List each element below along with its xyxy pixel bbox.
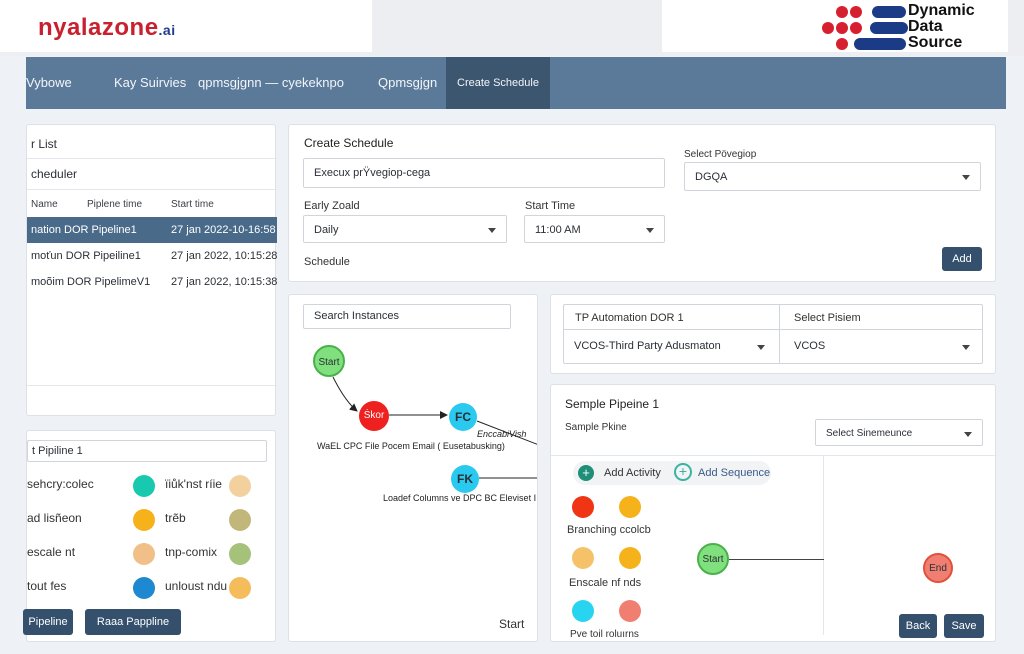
list-title: r List — [31, 137, 58, 151]
automation-select[interactable]: VCOS-Third Party Adusmaton — [564, 330, 779, 363]
item-label: tout fes — [27, 579, 67, 593]
chevron-down-icon — [757, 345, 765, 350]
color-swatch[interactable] — [133, 475, 155, 497]
add-sequence-button[interactable]: Add Sequence — [698, 467, 771, 479]
partner-logo: Dynamic Data Source — [662, 0, 1008, 52]
nav-item-4[interactable]: Qpmsgjgn — [378, 75, 438, 90]
sample-sublabel: Sample Pkine — [565, 422, 627, 433]
fk-node[interactable]: FK — [451, 465, 479, 493]
sample-pipeline-panel: Semple Pipeine 1 Sample Pkine Select Sin… — [550, 384, 997, 642]
automation-name: TP Automation DOR 1 — [575, 312, 684, 324]
node-label: Loadef Columns ve DPC BC Eleviset I P — [383, 493, 538, 503]
table-row[interactable]: moťun DOR Pipeiline1 27 jan 2022, 10:15:… — [31, 250, 278, 262]
red-node[interactable]: Ṡkor — [359, 401, 389, 431]
palette-item[interactable] — [619, 600, 641, 622]
schedule-label: Schedule — [304, 256, 350, 268]
color-swatch[interactable] — [229, 543, 251, 565]
chevron-down-icon — [964, 432, 972, 437]
brand-logo: nyalazone.ai — [0, 0, 372, 52]
table-row[interactable]: nation DOR Pipeline1 27 jan 2022-10-16:5… — [27, 217, 277, 243]
partner-word-3: Source — [908, 34, 963, 51]
chevron-down-icon — [962, 345, 970, 350]
pipeline-items-panel: t Pipiline 1 sehcry:colec ad lisñeon esc… — [23, 430, 276, 642]
header: nyalazone.ai Dynamic Data Source — [0, 0, 1024, 56]
main-nav: Vybowe Kay Suirvies qpmsgjgnn — cyekeknp… — [26, 57, 1006, 109]
system-select[interactable]: VCOS — [780, 330, 982, 363]
instances-graph-edges — [332, 376, 537, 479]
list-subtitle: cheduler — [31, 167, 78, 181]
partner-logo-mark — [816, 4, 876, 50]
item-label: ïiůk'nst ríie — [165, 477, 222, 491]
sequence-select[interactable]: Select Sinemeunce — [815, 419, 983, 446]
add-button[interactable]: Add — [942, 247, 982, 271]
tab-create-schedule[interactable]: Create Schedule — [446, 57, 550, 109]
select-pipeline-label: Select Pövegiop — [684, 149, 757, 160]
partner-word-2: Data — [908, 18, 943, 35]
schedule-list-panel: r List cheduler Name Piplene time Start … — [26, 124, 278, 416]
chevron-down-icon — [488, 228, 496, 233]
automation-panel: TP Automation DOR 1 Select Pisiem VCOS-T… — [550, 294, 996, 374]
chevron-down-icon — [646, 228, 654, 233]
nav-item-2[interactable]: Kay Suirvies — [114, 75, 187, 90]
color-swatch[interactable] — [229, 577, 251, 599]
plus-icon: + — [578, 465, 594, 481]
palette-label: Pve toil roluırns — [570, 629, 639, 640]
col-start-time: Start time — [171, 199, 214, 210]
end-node[interactable]: End — [923, 553, 953, 583]
palette-item[interactable] — [619, 496, 641, 518]
start-node[interactable]: Start — [697, 543, 729, 575]
pipeline-name-input[interactable]: Execux prŸvegiop-cega — [303, 158, 665, 188]
color-swatch[interactable] — [133, 543, 155, 565]
node-label: WaEL CPC File Pocem Email ( Eusetabuskin… — [317, 441, 505, 451]
table-row[interactable]: moõim DOR PipelimeV1 27 jan 2022, 10:15:… — [31, 276, 278, 288]
instances-panel: Search Instances Start Ṡkor FC EnccabiVi… — [288, 294, 538, 642]
fc-node[interactable]: FC — [449, 403, 477, 431]
frequency-select[interactable]: Daily — [303, 215, 507, 243]
back-button[interactable]: Back — [899, 614, 937, 638]
item-label: tnp-comix — [165, 545, 218, 559]
chevron-down-icon — [962, 175, 970, 180]
pipeline-select[interactable]: DGQA — [684, 162, 981, 191]
item-label: unloust ndu — [165, 579, 228, 593]
color-swatch[interactable] — [133, 577, 155, 599]
add-activity-button[interactable]: Add Activity — [604, 467, 661, 479]
col-name: Name — [31, 199, 58, 210]
search-instances-input[interactable]: Search Instances — [303, 304, 511, 329]
item-label: trẽb — [165, 511, 186, 525]
palette-label: Enscale nf nds — [569, 577, 642, 589]
item-label: ad lisñeon — [27, 511, 82, 525]
create-schedule-title: Create Schedule — [304, 136, 394, 150]
color-swatch[interactable] — [229, 509, 251, 531]
palette-item[interactable] — [572, 496, 594, 518]
sample-title: Semple Pipeine 1 — [565, 397, 660, 411]
graph-footer-label: Start — [499, 617, 525, 631]
palette-item[interactable] — [572, 600, 594, 622]
select-system-label: Select Pisiem — [794, 312, 861, 324]
save-button[interactable]: Save — [944, 614, 984, 638]
brand-tld: .ai — [158, 22, 176, 38]
raaa-pappline-button[interactable]: Raaa Pappline — [85, 609, 181, 635]
palette-label: Branching ccolcb — [567, 524, 651, 536]
edge-label: EnccabiVish — [477, 429, 527, 439]
color-swatch[interactable] — [229, 475, 251, 497]
col-pipeline-time: Piplene time — [87, 199, 143, 210]
pipeline-button[interactable]: Pipeline — [23, 609, 73, 635]
pipeline-input[interactable]: t Pipiline 1 — [27, 440, 267, 462]
create-schedule-panel: Create Schedule Execux prŸvegiop-cega Se… — [288, 124, 996, 282]
start-node[interactable]: Start — [313, 345, 345, 377]
start-time-select[interactable]: 11:00 AM — [524, 215, 665, 243]
item-label: escale nt — [27, 545, 76, 559]
brand-name: nyalazone — [38, 14, 159, 41]
nav-item-1[interactable]: Vybowe — [26, 75, 72, 90]
palette-item[interactable] — [619, 547, 641, 569]
frequency-label: Early Zoald — [304, 200, 360, 212]
start-time-label: Start Time — [525, 200, 576, 212]
color-swatch[interactable] — [133, 509, 155, 531]
nav-item-3[interactable]: qpmsgjgnn — cyekeknpo — [198, 75, 344, 90]
partner-word-1: Dynamic — [908, 2, 975, 19]
palette-item[interactable] — [572, 547, 594, 569]
plus-circle-icon: + — [674, 463, 692, 481]
item-label: sehcry:colec — [27, 477, 94, 491]
